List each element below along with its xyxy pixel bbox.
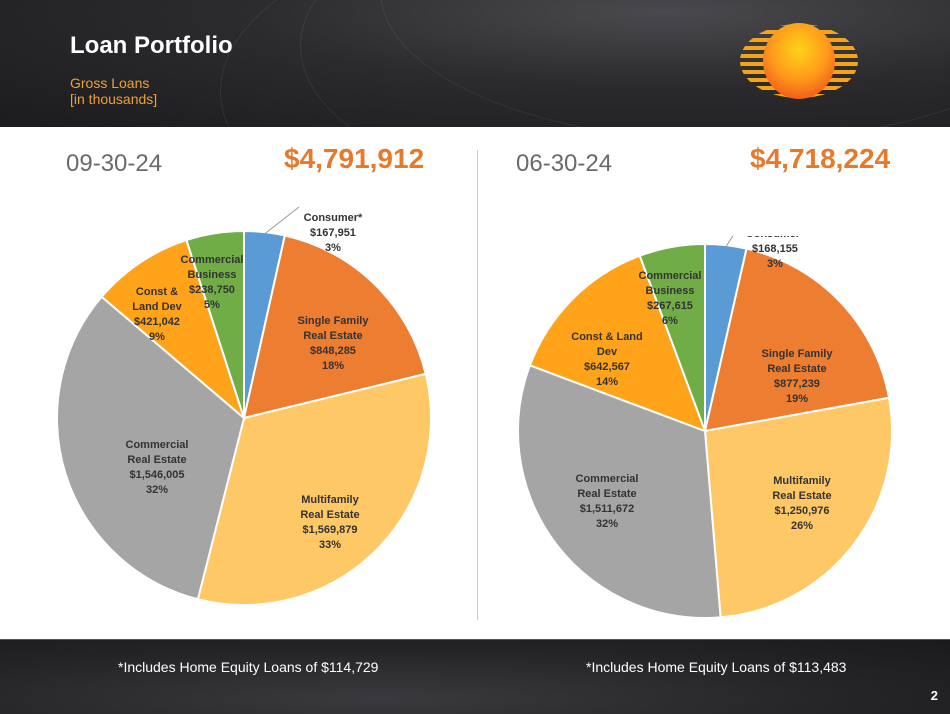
right-data-label-multifamily: Multifamily Real Estate $1,250,976 26%	[772, 475, 831, 532]
right-footnote: *Includes Home Equity Loans of $113,483	[586, 659, 847, 675]
right-data-label-const-land-dev: Const & Land Dev $642,567 14%	[571, 331, 643, 388]
header-band: Loan Portfolio Gross Loans [in thousands…	[0, 0, 950, 127]
left-pie-slice-const-land-dev	[100, 238, 247, 422]
left-pie-chart: Consumer* $167,951 3% Single Family Real Est…	[56, 206, 432, 606]
left-data-label-multifamily: Multifamily Real Estate $1,569,879 33%	[300, 494, 359, 551]
subtitle-line: [in thousands]	[70, 91, 158, 107]
left-chart-total: $4,791,912	[284, 143, 425, 174]
left-chart-date: 09-30-24	[66, 150, 163, 177]
right-pie-slice-single-family	[703, 247, 891, 433]
left-data-label-single-family: Single Family Real Estate $848,285 18%	[298, 315, 370, 372]
right-data-label-commercial-business: Commercial Business $267,615 6%	[639, 270, 702, 327]
right-pie-slice-multifamily	[703, 396, 893, 619]
page-number: 2	[930, 688, 938, 703]
right-data-label-commercial-real-estate: Commercial Real Estate $1,511,672 32%	[576, 473, 639, 530]
left-pie-slice-single-family	[242, 234, 427, 420]
left-pie-slice-multifamily	[196, 372, 432, 606]
right-data-label-single-family: Single Family Real Estate $877,239 19%	[762, 348, 834, 405]
right-pie-slice-commercial-business	[638, 242, 706, 432]
company-logo-icon	[740, 23, 858, 99]
left-footnote: *Includes Home Equity Loans of $114,729	[118, 659, 379, 675]
left-data-label-consumer: Consumer* $167,951 3%	[304, 212, 363, 254]
left-data-label-commercial-real-estate: Commercial Real Estate $1,546,005 32%	[126, 439, 189, 496]
left-pie-slice-commercial-business	[185, 229, 245, 419]
left-data-label-const-land-dev: Const & Land Dev $421,042 9%	[132, 286, 182, 343]
right-pie-slice-commercial-real-estate	[517, 364, 722, 619]
page-title: Loan Portfolio	[70, 32, 233, 59]
right-chart-date: 06-30-24	[516, 150, 613, 177]
page-subtitle: Gross Loans [in thousands]	[70, 75, 157, 107]
chart-divider	[477, 150, 478, 620]
right-consumer-leader-line	[725, 236, 734, 248]
right-pie-slice-const-land-dev	[528, 254, 707, 433]
left-data-label-commercial-business: Commercial Business $238,750 5%	[181, 254, 244, 311]
right-chart-total: $4,718,224	[750, 143, 891, 174]
left-pie-slice-commercial-real-estate	[56, 295, 246, 601]
subtitle-line: Gross Loans	[70, 75, 150, 91]
left-consumer-leader-line	[264, 206, 300, 235]
footer-band	[0, 639, 950, 714]
